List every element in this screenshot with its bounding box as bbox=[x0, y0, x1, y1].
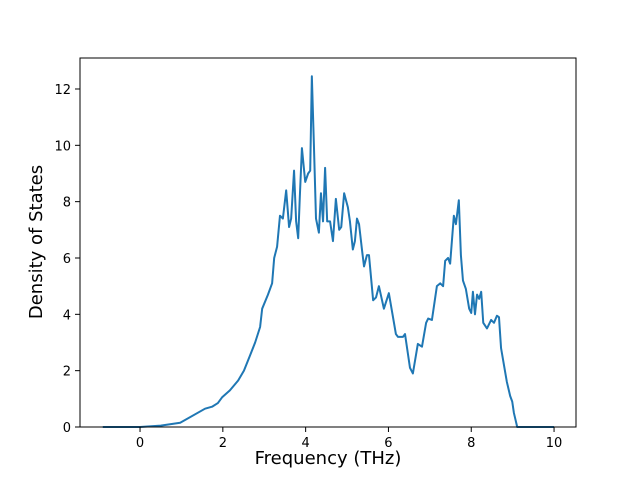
x-tick-label: 10 bbox=[546, 436, 563, 451]
y-tick-label: 2 bbox=[63, 365, 71, 380]
y-tick-label: 12 bbox=[54, 83, 71, 98]
x-tick-label: 0 bbox=[136, 436, 144, 451]
y-tick-label: 4 bbox=[63, 308, 71, 323]
y-tick-label: 6 bbox=[63, 252, 71, 267]
data-line bbox=[102, 75, 555, 428]
y-tick-label: 10 bbox=[54, 139, 71, 154]
x-tick-label: 6 bbox=[384, 436, 392, 451]
plot-frame bbox=[79, 57, 577, 428]
x-axis-label: Frequency (THz) bbox=[255, 448, 402, 469]
x-tick-label: 8 bbox=[467, 436, 475, 451]
x-tick-label: 2 bbox=[219, 436, 227, 451]
y-axis-label: Density of States bbox=[26, 165, 47, 319]
y-tick-label: 8 bbox=[63, 196, 71, 211]
y-tick-label: 0 bbox=[63, 421, 71, 436]
x-tick-label: 4 bbox=[302, 436, 310, 451]
